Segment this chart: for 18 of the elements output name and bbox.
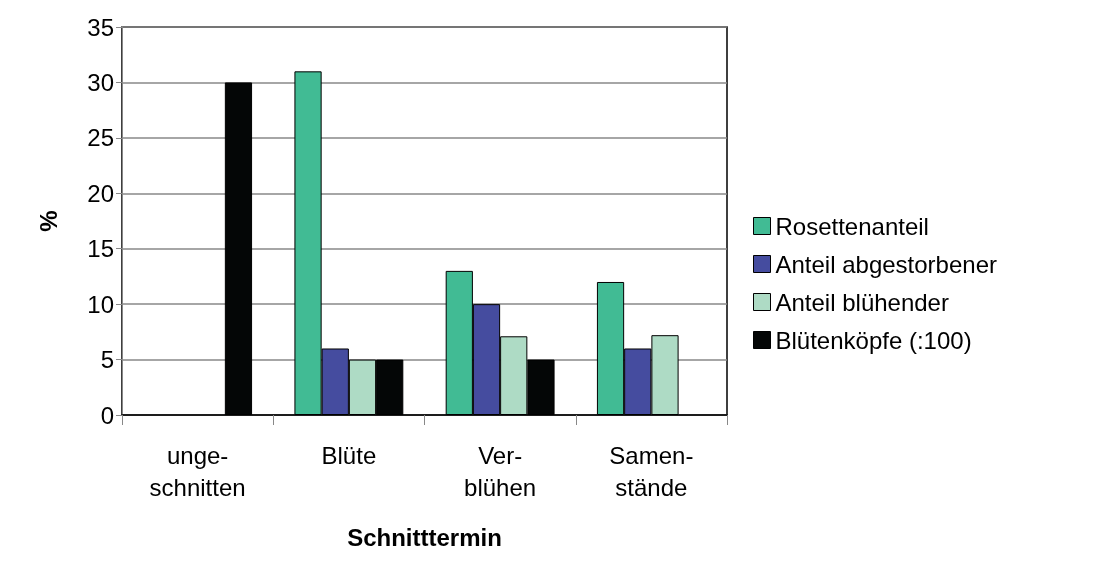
legend-label: Blütenköpfe (:100)	[775, 326, 972, 354]
y-tick-label: 10	[87, 290, 114, 318]
legend-label: Rosettenanteil	[775, 212, 929, 240]
y-tick-label: 15	[87, 235, 114, 263]
y-tick-label: 0	[100, 401, 114, 429]
x-tick-label: Blüte	[321, 441, 377, 469]
legend-label: Anteil blühender	[775, 288, 949, 316]
y-tick-label: 30	[87, 68, 114, 96]
x-tick-label: Samen- stände	[609, 441, 694, 501]
y-tick-label: 25	[87, 124, 114, 152]
y-tick-label: 20	[87, 179, 114, 207]
x-axis-title: Schnitttermin	[347, 523, 502, 551]
x-tick-label: unge- schnitten	[149, 441, 246, 501]
y-tick-label: 5	[100, 346, 114, 374]
x-tick-label: Ver- blühen	[464, 441, 537, 501]
y-axis-title: %	[34, 210, 62, 232]
legend-label: Anteil abgestorbener	[775, 250, 997, 278]
y-tick-label: 35	[87, 13, 114, 41]
